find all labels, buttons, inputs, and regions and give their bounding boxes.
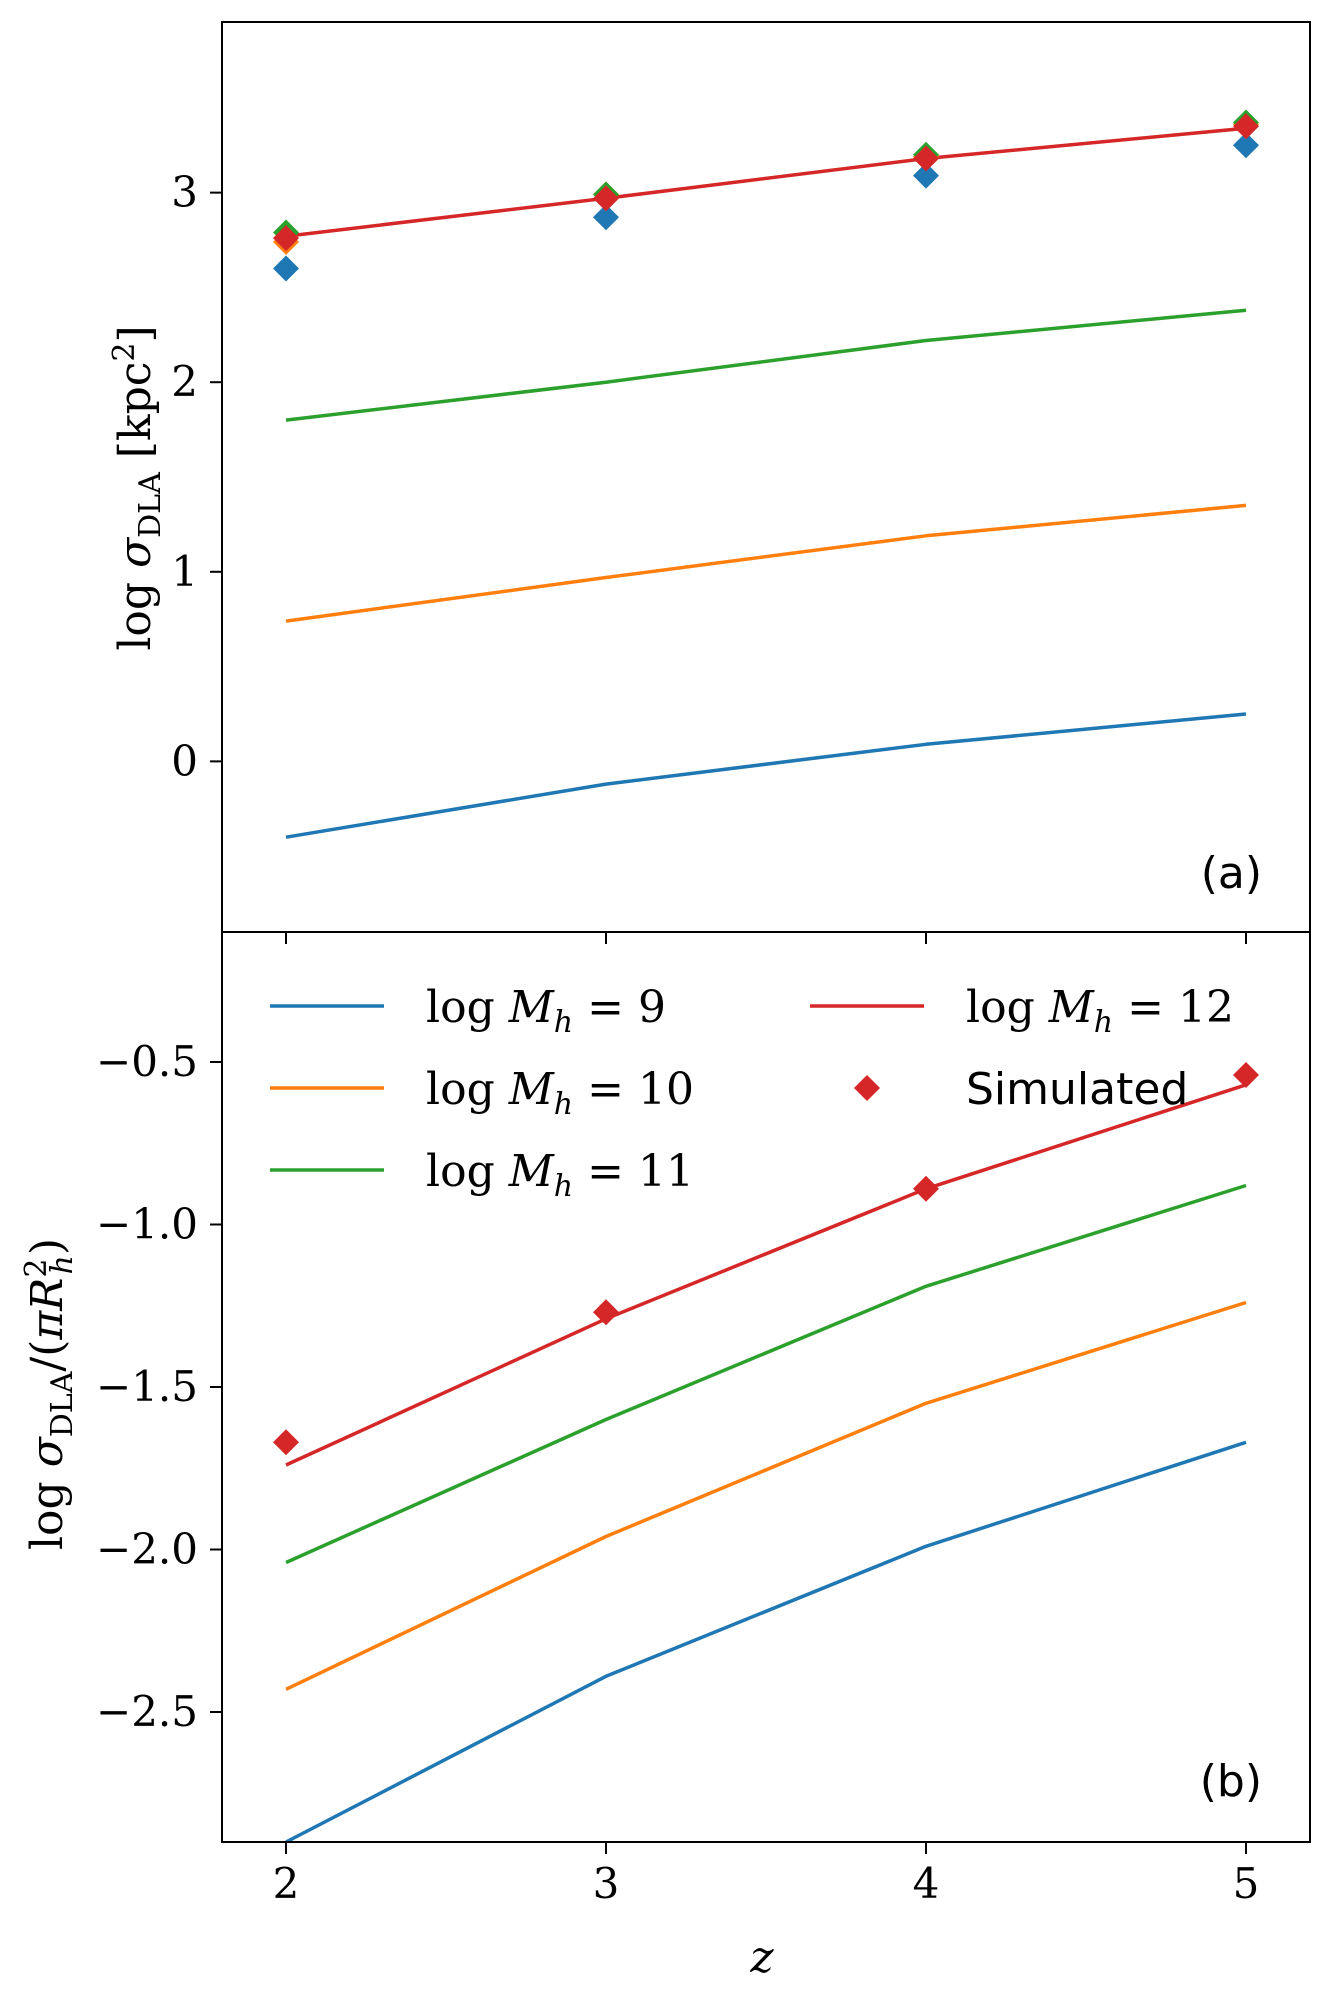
data-point-diamond <box>273 225 299 252</box>
data-point-diamond <box>593 1299 619 1326</box>
series-line <box>285 712 1247 839</box>
y-tick-label: −2.0 <box>96 1525 198 1574</box>
series-line <box>285 308 1247 422</box>
panel-a: 0 1 2 3 <box>171 109 1259 944</box>
series-line <box>285 126 1247 238</box>
legend-diamond <box>854 1075 880 1101</box>
series-line <box>285 1300 1247 1691</box>
data-point-diamond <box>1233 1062 1259 1088</box>
x-tick-label: 3 <box>593 1859 620 1908</box>
data-point-diamond <box>913 162 939 189</box>
y-tick-label: −2.5 <box>96 1687 198 1736</box>
panel-b: −2.5 −2.0 −1.5 −1.0 −0.5 2 3 4 5 <box>96 1037 1259 1908</box>
data-point-diamond <box>273 1429 299 1456</box>
y-tick-label: 3 <box>171 168 198 217</box>
data-point-diamond <box>593 185 619 212</box>
x-tick-label: 2 <box>273 1859 300 1908</box>
series-line <box>285 1083 1247 1467</box>
y-axis-label-a: log σDLA [kpc2] <box>107 325 168 650</box>
x-tick-label: 5 <box>1233 1859 1260 1908</box>
series-line <box>285 1183 1247 1565</box>
data-point-diamond <box>273 255 299 282</box>
data-point-diamond <box>1233 113 1259 140</box>
y-tick-label: −1.5 <box>96 1362 198 1411</box>
x-axis-label: z <box>749 1932 774 1983</box>
y-axis-label-b: log σDLA/(πR2h) <box>19 1238 80 1550</box>
panel-b-tag: (b) <box>1200 1756 1262 1807</box>
panel-a-tag: (a) <box>1201 848 1262 899</box>
y-tick-label: 2 <box>171 357 198 406</box>
y-tick-label: 0 <box>171 736 198 785</box>
legend-label: log Mh = 12 <box>966 982 1234 1040</box>
legend-label: log Mh = 10 <box>426 1064 694 1122</box>
legend-label: log Mh = 9 <box>426 982 666 1040</box>
legend: log Mh = 9 log Mh = 10 log Mh = 11 log Mh =… <box>270 982 1234 1204</box>
panel-frame <box>221 931 1311 1843</box>
y-tick-label: 1 <box>171 547 198 596</box>
data-point-diamond <box>1233 132 1259 159</box>
series-line <box>285 1440 1247 1842</box>
series-line <box>285 503 1247 623</box>
legend-label: log Mh = 11 <box>426 1146 694 1204</box>
panel-frames <box>221 21 1311 1843</box>
y-tick-label: −1.0 <box>96 1200 198 1249</box>
data-point-diamond <box>913 1175 939 1202</box>
x-tick-label: 4 <box>913 1859 940 1908</box>
data-point-diamond <box>913 145 939 172</box>
data-point-diamond <box>593 204 619 231</box>
legend-label: Simulated <box>966 1064 1188 1115</box>
y-tick-label: −0.5 <box>96 1037 198 1086</box>
